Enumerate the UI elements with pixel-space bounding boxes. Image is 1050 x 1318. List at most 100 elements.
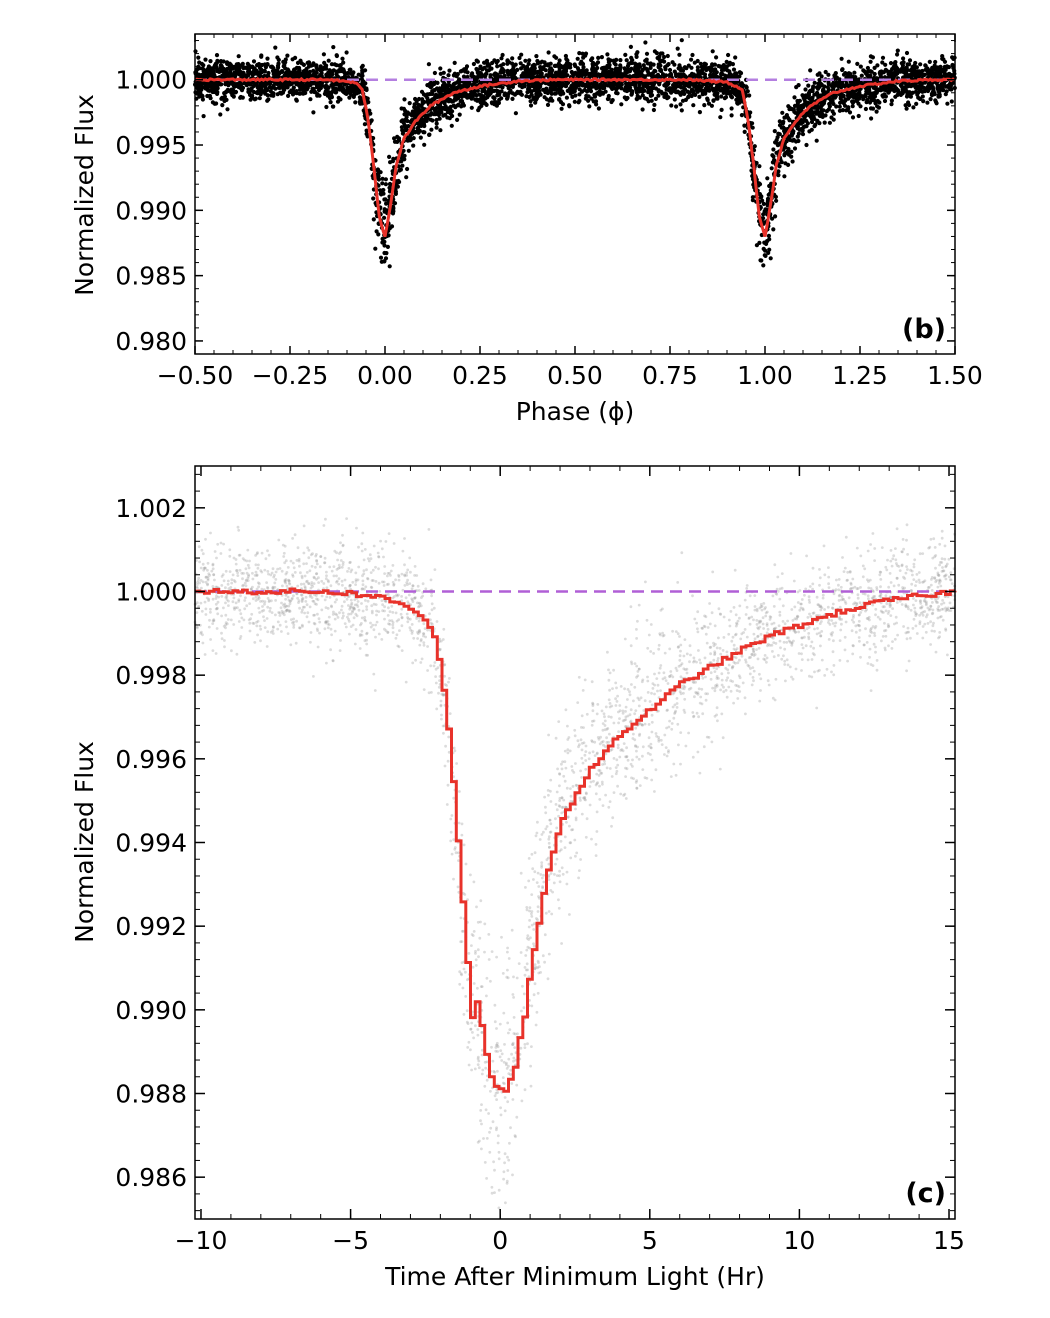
scatter-point (291, 72, 297, 77)
scatter-point (446, 73, 451, 78)
scatter-point (393, 189, 398, 194)
scatter-point (460, 973, 463, 977)
scatter-point (609, 85, 614, 90)
scatter-point (614, 73, 620, 78)
scatter-point (759, 194, 764, 199)
scatter-point (700, 92, 705, 97)
scatter-point (328, 71, 333, 77)
scatter-point (382, 250, 387, 256)
scatter-point (479, 95, 484, 100)
scatter-point (704, 83, 709, 88)
scatter-point (647, 736, 651, 740)
scatter-point (692, 60, 697, 65)
scatter-point (334, 53, 339, 58)
scatter-point (790, 132, 795, 137)
scatter-point (574, 84, 579, 89)
scatter-point (630, 82, 636, 87)
scatter-point (683, 97, 689, 102)
scatter-point (722, 66, 727, 71)
scatter-point (519, 1046, 523, 1050)
scatter-point (734, 75, 739, 80)
scatter-point (932, 92, 937, 97)
scatter-point (541, 87, 546, 92)
scatter-point (803, 114, 808, 119)
scatter-point (781, 125, 786, 130)
scatter-point (584, 759, 588, 762)
scatter-point (254, 563, 258, 567)
scatter-point (812, 80, 817, 85)
scatter-point (848, 94, 853, 99)
scatter-point (370, 604, 374, 608)
scatter-point (524, 968, 528, 972)
scatter-point (855, 61, 860, 66)
scatter-point (705, 96, 710, 101)
scatter-point (724, 688, 728, 692)
scatter-point (526, 87, 531, 92)
scatter-point (793, 139, 799, 144)
scatter-point (411, 629, 414, 633)
scatter-point (569, 69, 574, 75)
scatter-point (713, 653, 716, 656)
scatter-point (880, 60, 885, 65)
scatter-point (348, 607, 352, 611)
scatter-point (380, 181, 385, 186)
scatter-point (690, 74, 695, 79)
scatter-point (599, 55, 605, 60)
scatter-point (485, 63, 490, 68)
scatter-point (480, 73, 485, 79)
scatter-point (722, 636, 726, 639)
scatter-point (936, 89, 941, 94)
scatter-point (548, 85, 553, 90)
scatter-point (534, 91, 539, 97)
scatter-point (319, 83, 324, 88)
scatter-point (365, 642, 369, 646)
scatter-point (434, 125, 439, 130)
scatter-point (641, 74, 646, 79)
scatter-point (317, 93, 322, 98)
scatter-point (907, 607, 910, 611)
scatter-point (357, 545, 360, 549)
scatter-point (475, 88, 480, 93)
scatter-point (579, 858, 582, 861)
scatter-point (557, 58, 562, 63)
scatter-point (324, 104, 329, 110)
scatter-point (528, 99, 533, 104)
scatter-point (268, 606, 272, 610)
scatter-point (758, 699, 762, 703)
scatter-point (383, 627, 386, 631)
scatter-point (316, 612, 319, 616)
scatter-point (358, 101, 363, 106)
scatter-point (589, 96, 594, 101)
scatter-point (792, 146, 798, 151)
scatter-point (326, 58, 331, 63)
scatter-point (674, 73, 680, 78)
scatter-point (194, 81, 199, 86)
scatter-point (207, 572, 211, 576)
scatter-point (292, 617, 295, 621)
scatter-point (765, 176, 770, 181)
scatter-point (224, 97, 229, 102)
scatter-point (811, 652, 815, 655)
scatter-point (324, 72, 329, 77)
scatter-point (421, 582, 425, 586)
scatter-point (195, 91, 200, 96)
scatter-point (474, 76, 479, 81)
scatter-point (813, 122, 818, 127)
y-tick-label: 0.990 (115, 196, 187, 225)
scatter-point (198, 82, 203, 87)
scatter-point (572, 99, 577, 104)
scatter-point (519, 92, 525, 97)
scatter-point (338, 97, 343, 102)
scatter-point (218, 59, 224, 64)
scatter-point (829, 84, 835, 89)
scatter-point (524, 94, 529, 99)
scatter-point (438, 66, 443, 71)
scatter-point (476, 948, 480, 952)
scatter-point (539, 71, 544, 76)
scatter-point (886, 71, 891, 77)
scatter-point (856, 91, 862, 97)
scatter-point (832, 673, 836, 677)
scatter-point (594, 84, 599, 89)
scatter-point (263, 91, 268, 96)
scatter-point (481, 1068, 485, 1072)
